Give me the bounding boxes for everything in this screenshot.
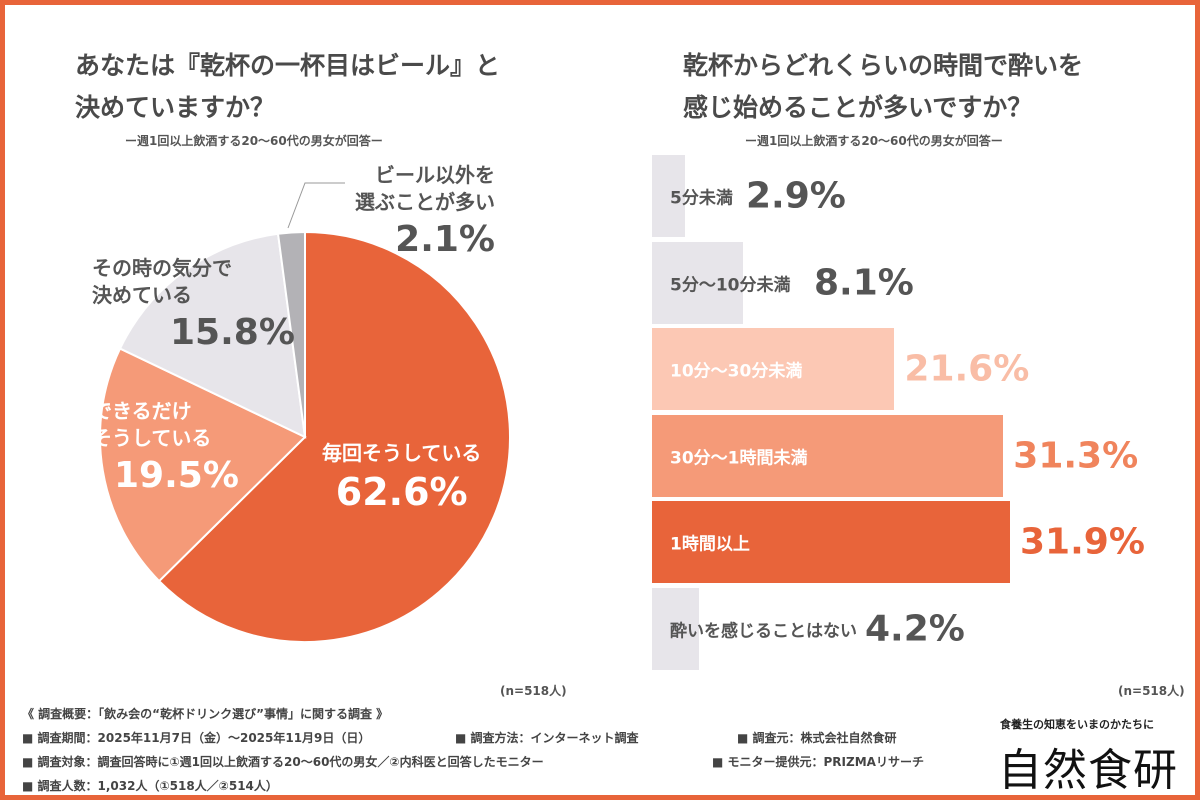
bar: 5分〜10分未満 (652, 241, 791, 324)
survey-provider: ■ モニター提供元：PRIZMAリサーチ (712, 755, 924, 769)
pie-subtitle: ー週1回以上飲酒する20〜60代の男女が回答ー (125, 134, 383, 148)
leader-line (287, 182, 345, 229)
survey-count: ■ 調査人数：1,032人（①518人／②514人） (22, 779, 278, 793)
survey-period: ■ 調査期間：2025年11月7日（金）〜2025年11月9日（日） (22, 731, 371, 745)
logo-tagline: 食養生の知恵をいまのかたちに (1000, 718, 1154, 731)
survey-source: ■ 調査元：株式会社自然食研 (737, 731, 897, 745)
pie-slice-1 (99, 347, 307, 583)
bar-value-label: 31.3% (1013, 435, 1139, 476)
bar-value-label: 21.6% (904, 348, 1030, 390)
bar-subtitle: ー週1回以上飲酒する20〜60代の男女が回答ー (745, 134, 1003, 148)
survey-overview: 《 調査概要：「飲み会の“乾杯ドリンク選び”事情」に関する調査 》 (22, 707, 389, 721)
bar-category-label: 30分〜1時間未満 (670, 448, 808, 468)
logo: 自然食研 (998, 745, 1178, 796)
bar-category-label: 1時間以上 (670, 534, 750, 555)
bar-category-label: 5分〜10分未満 (670, 275, 791, 295)
bar-category-label: 5分未満 (670, 188, 733, 209)
pie-slice-2 (118, 232, 307, 439)
pie-label-as-much: できるだけ そうしている 19.5% (92, 399, 239, 496)
survey-method: ■ 調査方法：インターネット調査 (455, 731, 639, 745)
pie-slice-3 (276, 230, 306, 438)
bar: 1時間以上 (652, 501, 1010, 583)
bar-value-label: 4.2% (865, 608, 965, 649)
bar-value-label: 31.9% (1020, 521, 1145, 563)
pie-title: あなたは『乾杯の一杯目はビール』と 決めていますか？ (75, 51, 501, 122)
bar-category-label: 酔いを感じることはない (670, 621, 857, 641)
bar: 5分未満 (652, 155, 733, 237)
bar-category-label: 10分〜30分未満 (670, 361, 803, 382)
bar: 30分〜1時間未満 (652, 414, 1004, 497)
bar: 10分〜30分未満 (652, 328, 895, 410)
survey-target: ■ 調査対象：調査回答時に①週1回以上飲酒する20〜60代の男女／②内科医と回答… (22, 755, 544, 769)
bar-n: (n=518人) (1118, 684, 1185, 698)
pie-label-other: ビール以外を 選ぶことが多い 2.1% (355, 163, 495, 260)
pie-label-every-time: 毎回そうしている 62.6% (322, 441, 482, 514)
pie-label-mood: その時の気分で 決めている 15.8% (92, 256, 295, 353)
bar-title: 乾杯からどれくらいの時間で酔いを 感じ始めることが多いですか？ (683, 51, 1084, 122)
bar-value-label: 2.9% (746, 175, 846, 217)
bar-value-label: 8.1% (814, 262, 914, 303)
pie-n: (n=518人) (500, 684, 567, 698)
bar: 酔いを感じることはない (652, 587, 857, 670)
pie-slice-0 (157, 230, 511, 643)
